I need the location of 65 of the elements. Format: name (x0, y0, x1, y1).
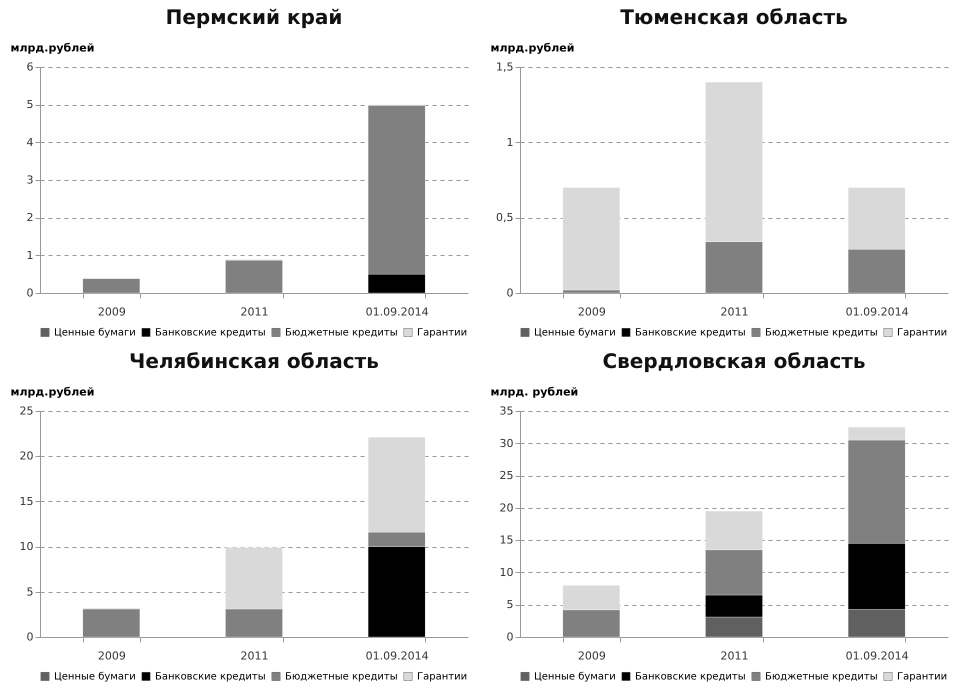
y-axis-title: млрд. рублей (490, 386, 578, 398)
y-axis-title: млрд.рублей (490, 42, 574, 54)
y-tick-label: 0 (26, 286, 34, 300)
x-tick-label: 2009 (98, 306, 126, 318)
y-tick-label: 25 (20, 404, 34, 418)
y-tick-label: 5 (26, 98, 34, 112)
y-tick-label: 35 (500, 404, 514, 418)
legend-label: Ценные бумаги (534, 327, 616, 338)
legend-label: Банковские кредиты (635, 671, 746, 682)
y-tick-label: 0 (506, 286, 514, 300)
y-tick-label: 25 (500, 469, 514, 482)
y-tick-label: 3 (26, 174, 34, 186)
legend-label: Бюджетные кредиты (285, 327, 398, 338)
y-tick-label: 15 (500, 534, 514, 547)
x-tick-label: 2011 (720, 306, 748, 318)
y-tick-label: 2 (26, 211, 34, 224)
y-tick-label: 10 (20, 540, 34, 554)
x-tick-label: 2009 (578, 306, 606, 318)
bar (562, 187, 620, 290)
legend-label: Гарантии (417, 671, 468, 682)
y-axis-title: млрд.рублей (10, 42, 94, 54)
y-tick-label: 4 (26, 136, 34, 149)
y-tick-label: 30 (500, 436, 514, 450)
y-tick-label: 20 (500, 501, 514, 514)
legend-label: Бюджетные кредиты (285, 671, 398, 682)
y-axis-title: млрд.рублей (10, 386, 94, 398)
y-tick-label: 0,5 (496, 211, 514, 224)
legend-label: Ценные бумаги (534, 671, 616, 682)
legend-label: Ценные бумаги (54, 327, 136, 338)
legend-label: Банковские кредиты (155, 671, 266, 682)
x-tick-label: 2011 (240, 306, 268, 318)
chart-title: Свердловская область (602, 349, 866, 373)
legend-label: Гарантии (897, 327, 948, 338)
y-tick-label: 5 (26, 585, 34, 598)
x-tick-label: 2009 (578, 650, 606, 662)
y-tick-label: 5 (506, 598, 514, 612)
y-tick-label: 0 (506, 630, 514, 644)
x-tick-label: 2011 (240, 650, 268, 662)
y-tick-label: 10 (500, 566, 514, 579)
legend-label: Бюджетные кредиты (765, 327, 878, 338)
x-tick-label: 01.09.2014 (846, 306, 909, 318)
chart-title: Пермский край (166, 5, 342, 29)
x-tick-label: 01.09.2014 (846, 650, 909, 662)
bar (225, 260, 283, 294)
y-tick-label: 20 (20, 450, 34, 463)
y-tick-label: 1,5 (496, 60, 514, 74)
chart-title: Тюменская область (620, 5, 848, 29)
x-tick-label: 2009 (98, 650, 126, 662)
legend-label: Бюджетные кредиты (765, 671, 878, 682)
y-tick-label: 1 (26, 248, 34, 262)
x-tick-label: 01.09.2014 (366, 306, 429, 318)
chart-title: Челябинская область (129, 349, 379, 373)
legend-label: Гарантии (417, 327, 468, 338)
legend-label: Банковские кредиты (635, 327, 746, 338)
x-tick-label: 01.09.2014 (366, 650, 429, 662)
legend-label: Гарантии (897, 671, 948, 682)
y-tick-label: 6 (26, 60, 34, 74)
bar (82, 278, 140, 294)
legend-label: Ценные бумаги (54, 671, 136, 682)
legend-label: Банковские кредиты (155, 327, 266, 338)
y-tick-label: 1 (506, 136, 514, 149)
y-tick-label: 15 (20, 494, 34, 508)
x-tick-label: 2011 (720, 650, 748, 662)
y-tick-label: 0 (26, 630, 34, 644)
bar (82, 608, 140, 638)
